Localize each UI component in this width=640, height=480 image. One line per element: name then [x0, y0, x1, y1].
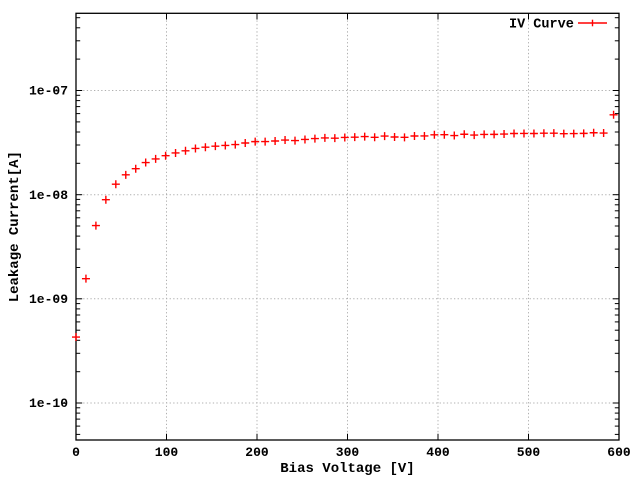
svg-text:Leakage Current[A]: Leakage Current[A]	[7, 151, 23, 302]
svg-text:IV Curve: IV Curve	[509, 18, 574, 33]
svg-text:1e-07: 1e-07	[29, 84, 68, 99]
svg-text:1e-09: 1e-09	[29, 292, 68, 307]
svg-text:1e-08: 1e-08	[29, 188, 68, 203]
svg-text:Bias Voltage [V]: Bias Voltage [V]	[280, 461, 414, 477]
